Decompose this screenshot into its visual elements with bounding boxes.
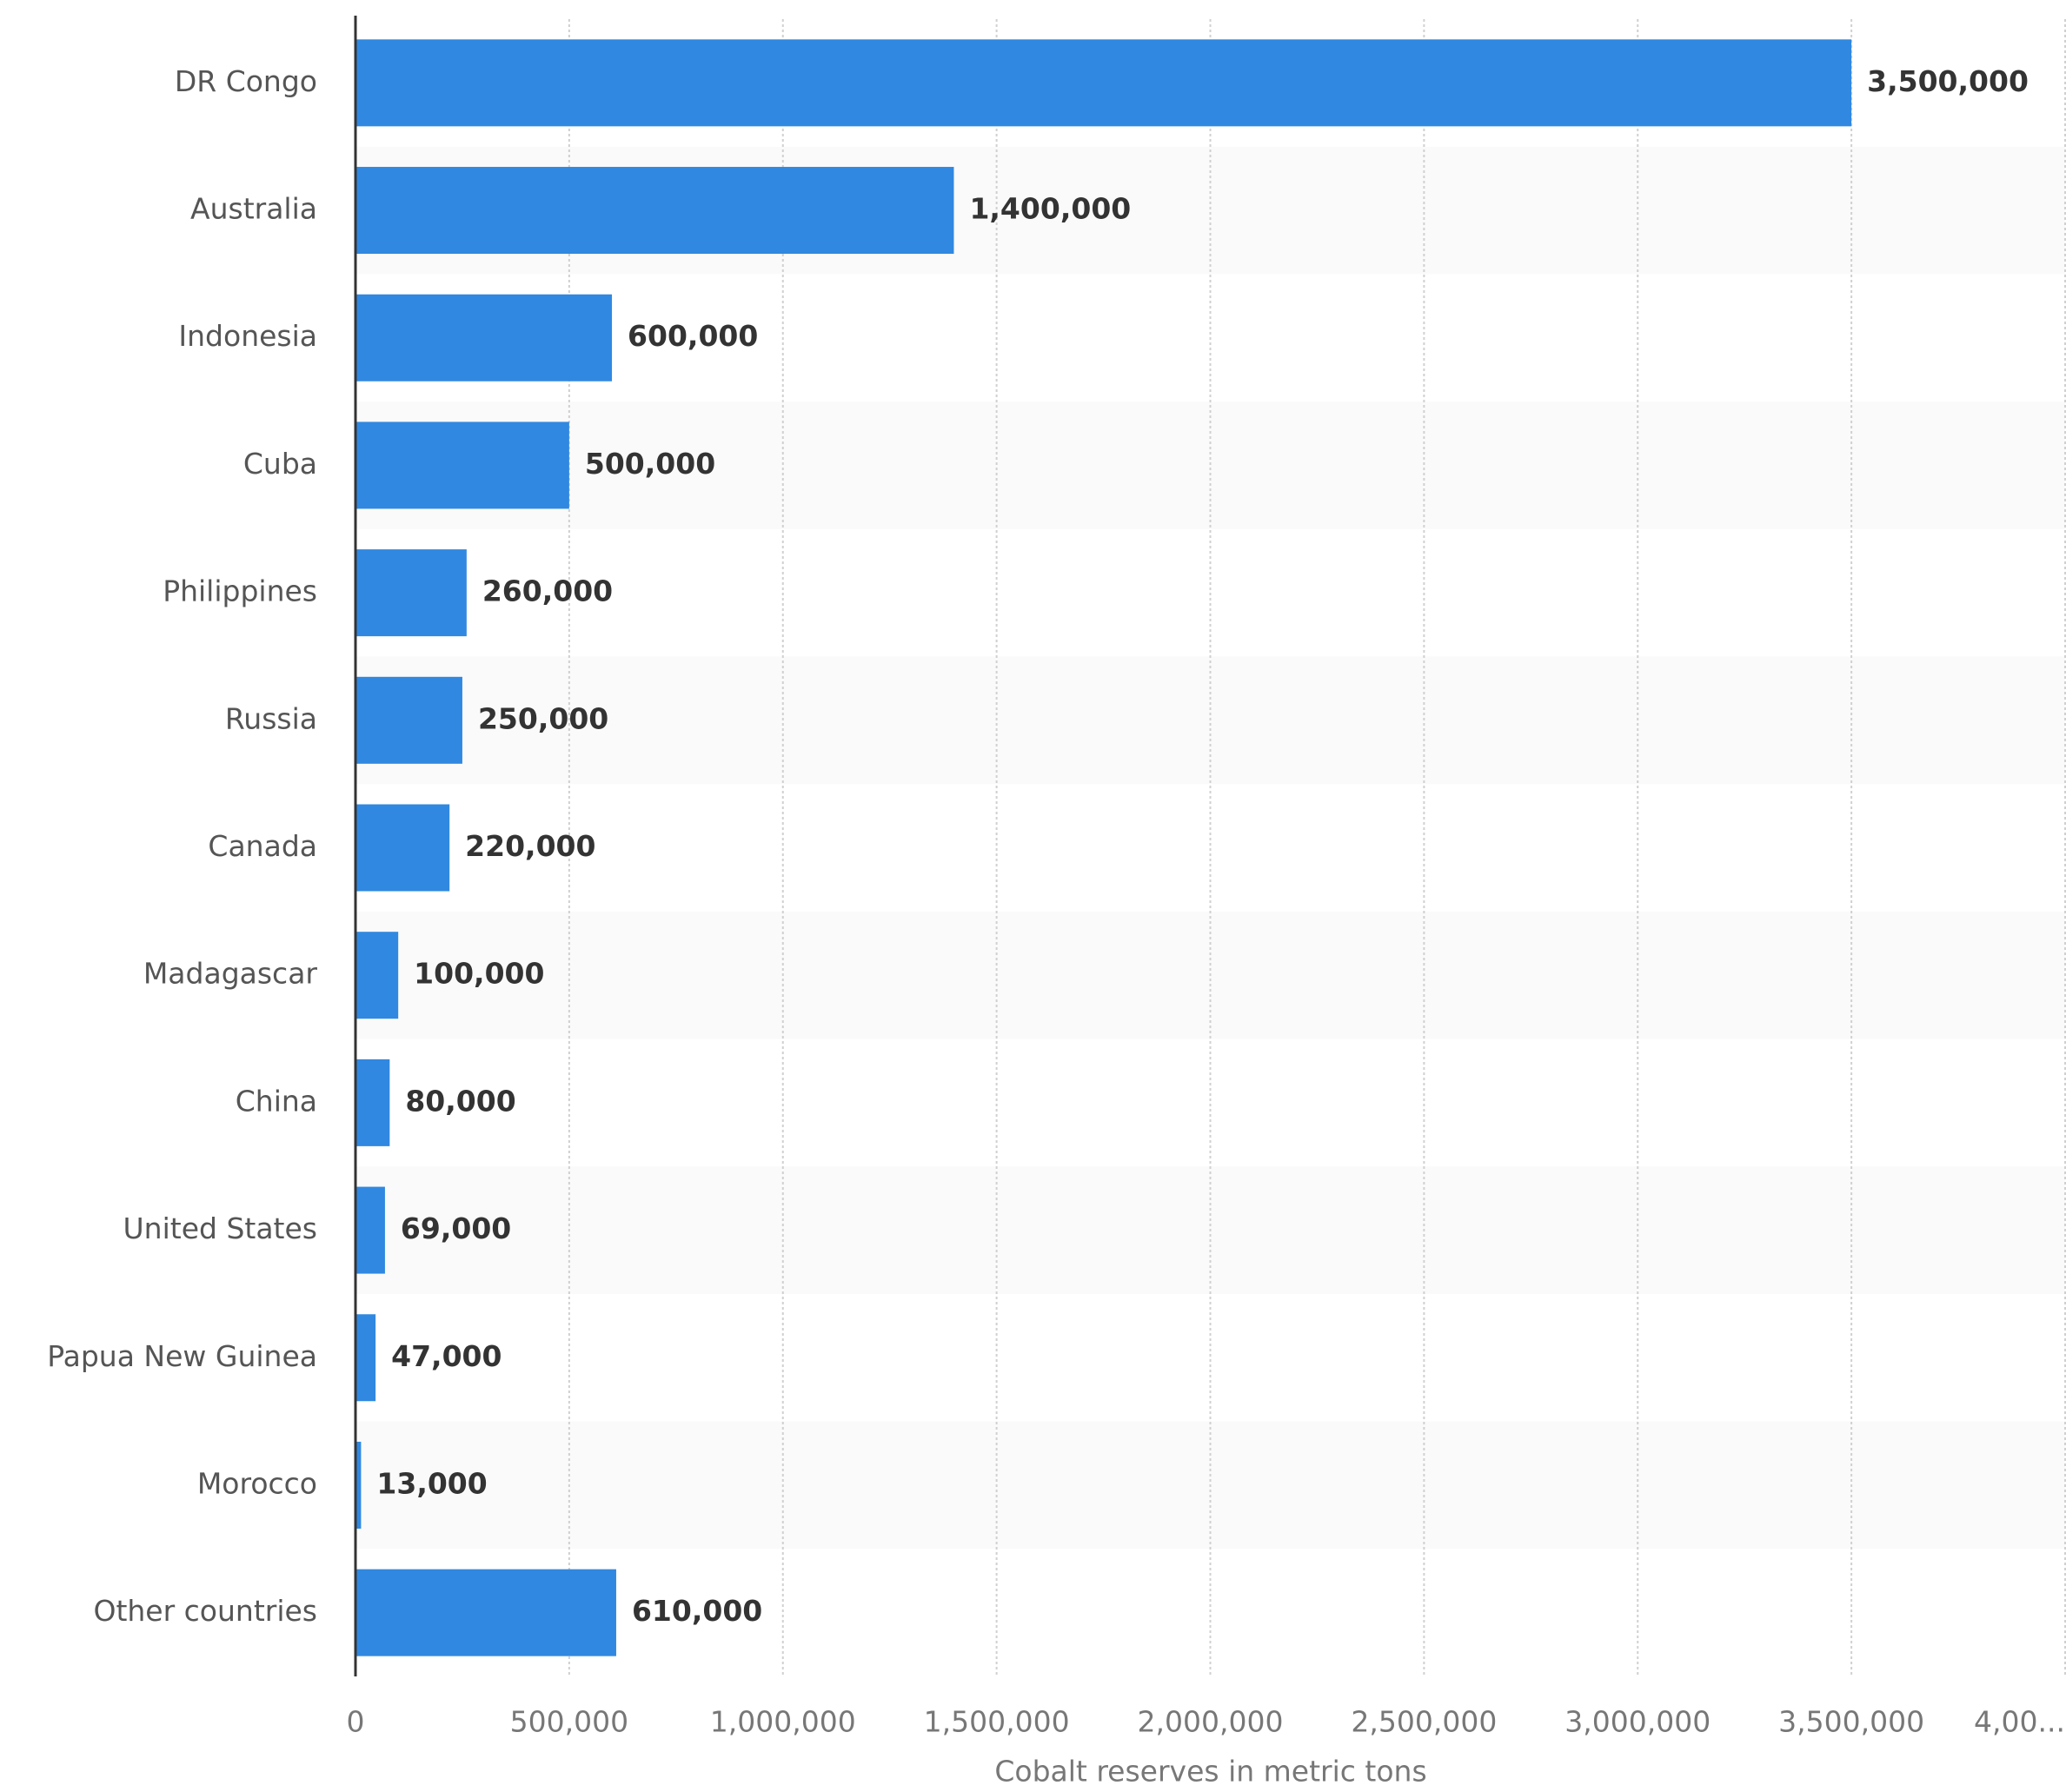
- data-label: 250,000: [478, 701, 608, 735]
- x-tick-label: 1,000,000: [710, 1705, 856, 1739]
- bar: [355, 1314, 376, 1402]
- category-label: Russia: [225, 701, 317, 735]
- category-label: Australia: [190, 192, 317, 226]
- bar: [355, 1059, 390, 1146]
- data-label: 100,000: [414, 957, 544, 991]
- category-label: Indonesia: [178, 319, 317, 353]
- x-tick-label: 3,500,000: [1778, 1705, 1924, 1739]
- data-label: 500,000: [585, 447, 715, 481]
- bar: [355, 421, 569, 509]
- x-tick-label: 1,500,000: [924, 1705, 1070, 1739]
- bar: [355, 1186, 385, 1274]
- category-label: Papua New Guinea: [47, 1339, 317, 1373]
- data-label: 69,000: [401, 1211, 511, 1245]
- bar: [355, 1441, 362, 1529]
- x-axis-title: Cobalt reserves in metric tons: [994, 1755, 1426, 1789]
- bar: [355, 167, 954, 255]
- category-label: Other countries: [93, 1594, 317, 1628]
- x-tick-label: 2,000,000: [1138, 1705, 1284, 1739]
- data-label: 13,000: [376, 1466, 487, 1500]
- bar: [355, 804, 450, 892]
- data-label: 47,000: [391, 1339, 502, 1373]
- data-label: 220,000: [465, 829, 595, 863]
- data-label: 3,500,000: [1867, 64, 2029, 98]
- category-label: China: [236, 1084, 317, 1118]
- x-tick-label: 2,500,000: [1351, 1705, 1497, 1739]
- bar: [355, 676, 462, 764]
- x-tick-label: 4,00...: [1974, 1705, 2065, 1739]
- category-label: United States: [123, 1211, 317, 1245]
- bar: [355, 39, 1852, 127]
- category-label: Morocco: [197, 1466, 317, 1500]
- x-tick-label: 0: [347, 1705, 365, 1739]
- category-label: Philippines: [163, 574, 317, 608]
- data-label: 600,000: [628, 319, 758, 353]
- bar: [355, 932, 399, 1019]
- category-label: Canada: [208, 829, 317, 863]
- data-label: 610,000: [632, 1594, 762, 1628]
- bar: [355, 549, 467, 637]
- category-label: Cuba: [243, 447, 317, 481]
- data-label: 80,000: [405, 1084, 515, 1118]
- x-tick-label: 500,000: [510, 1705, 628, 1739]
- data-label: 1,400,000: [969, 192, 1131, 226]
- data-label: 260,000: [482, 574, 613, 608]
- category-label: DR Congo: [175, 64, 317, 98]
- x-tick-label: 3,000,000: [1564, 1705, 1711, 1739]
- bar: [355, 294, 613, 382]
- category-label: Madagascar: [143, 957, 318, 991]
- bar: [355, 1569, 616, 1656]
